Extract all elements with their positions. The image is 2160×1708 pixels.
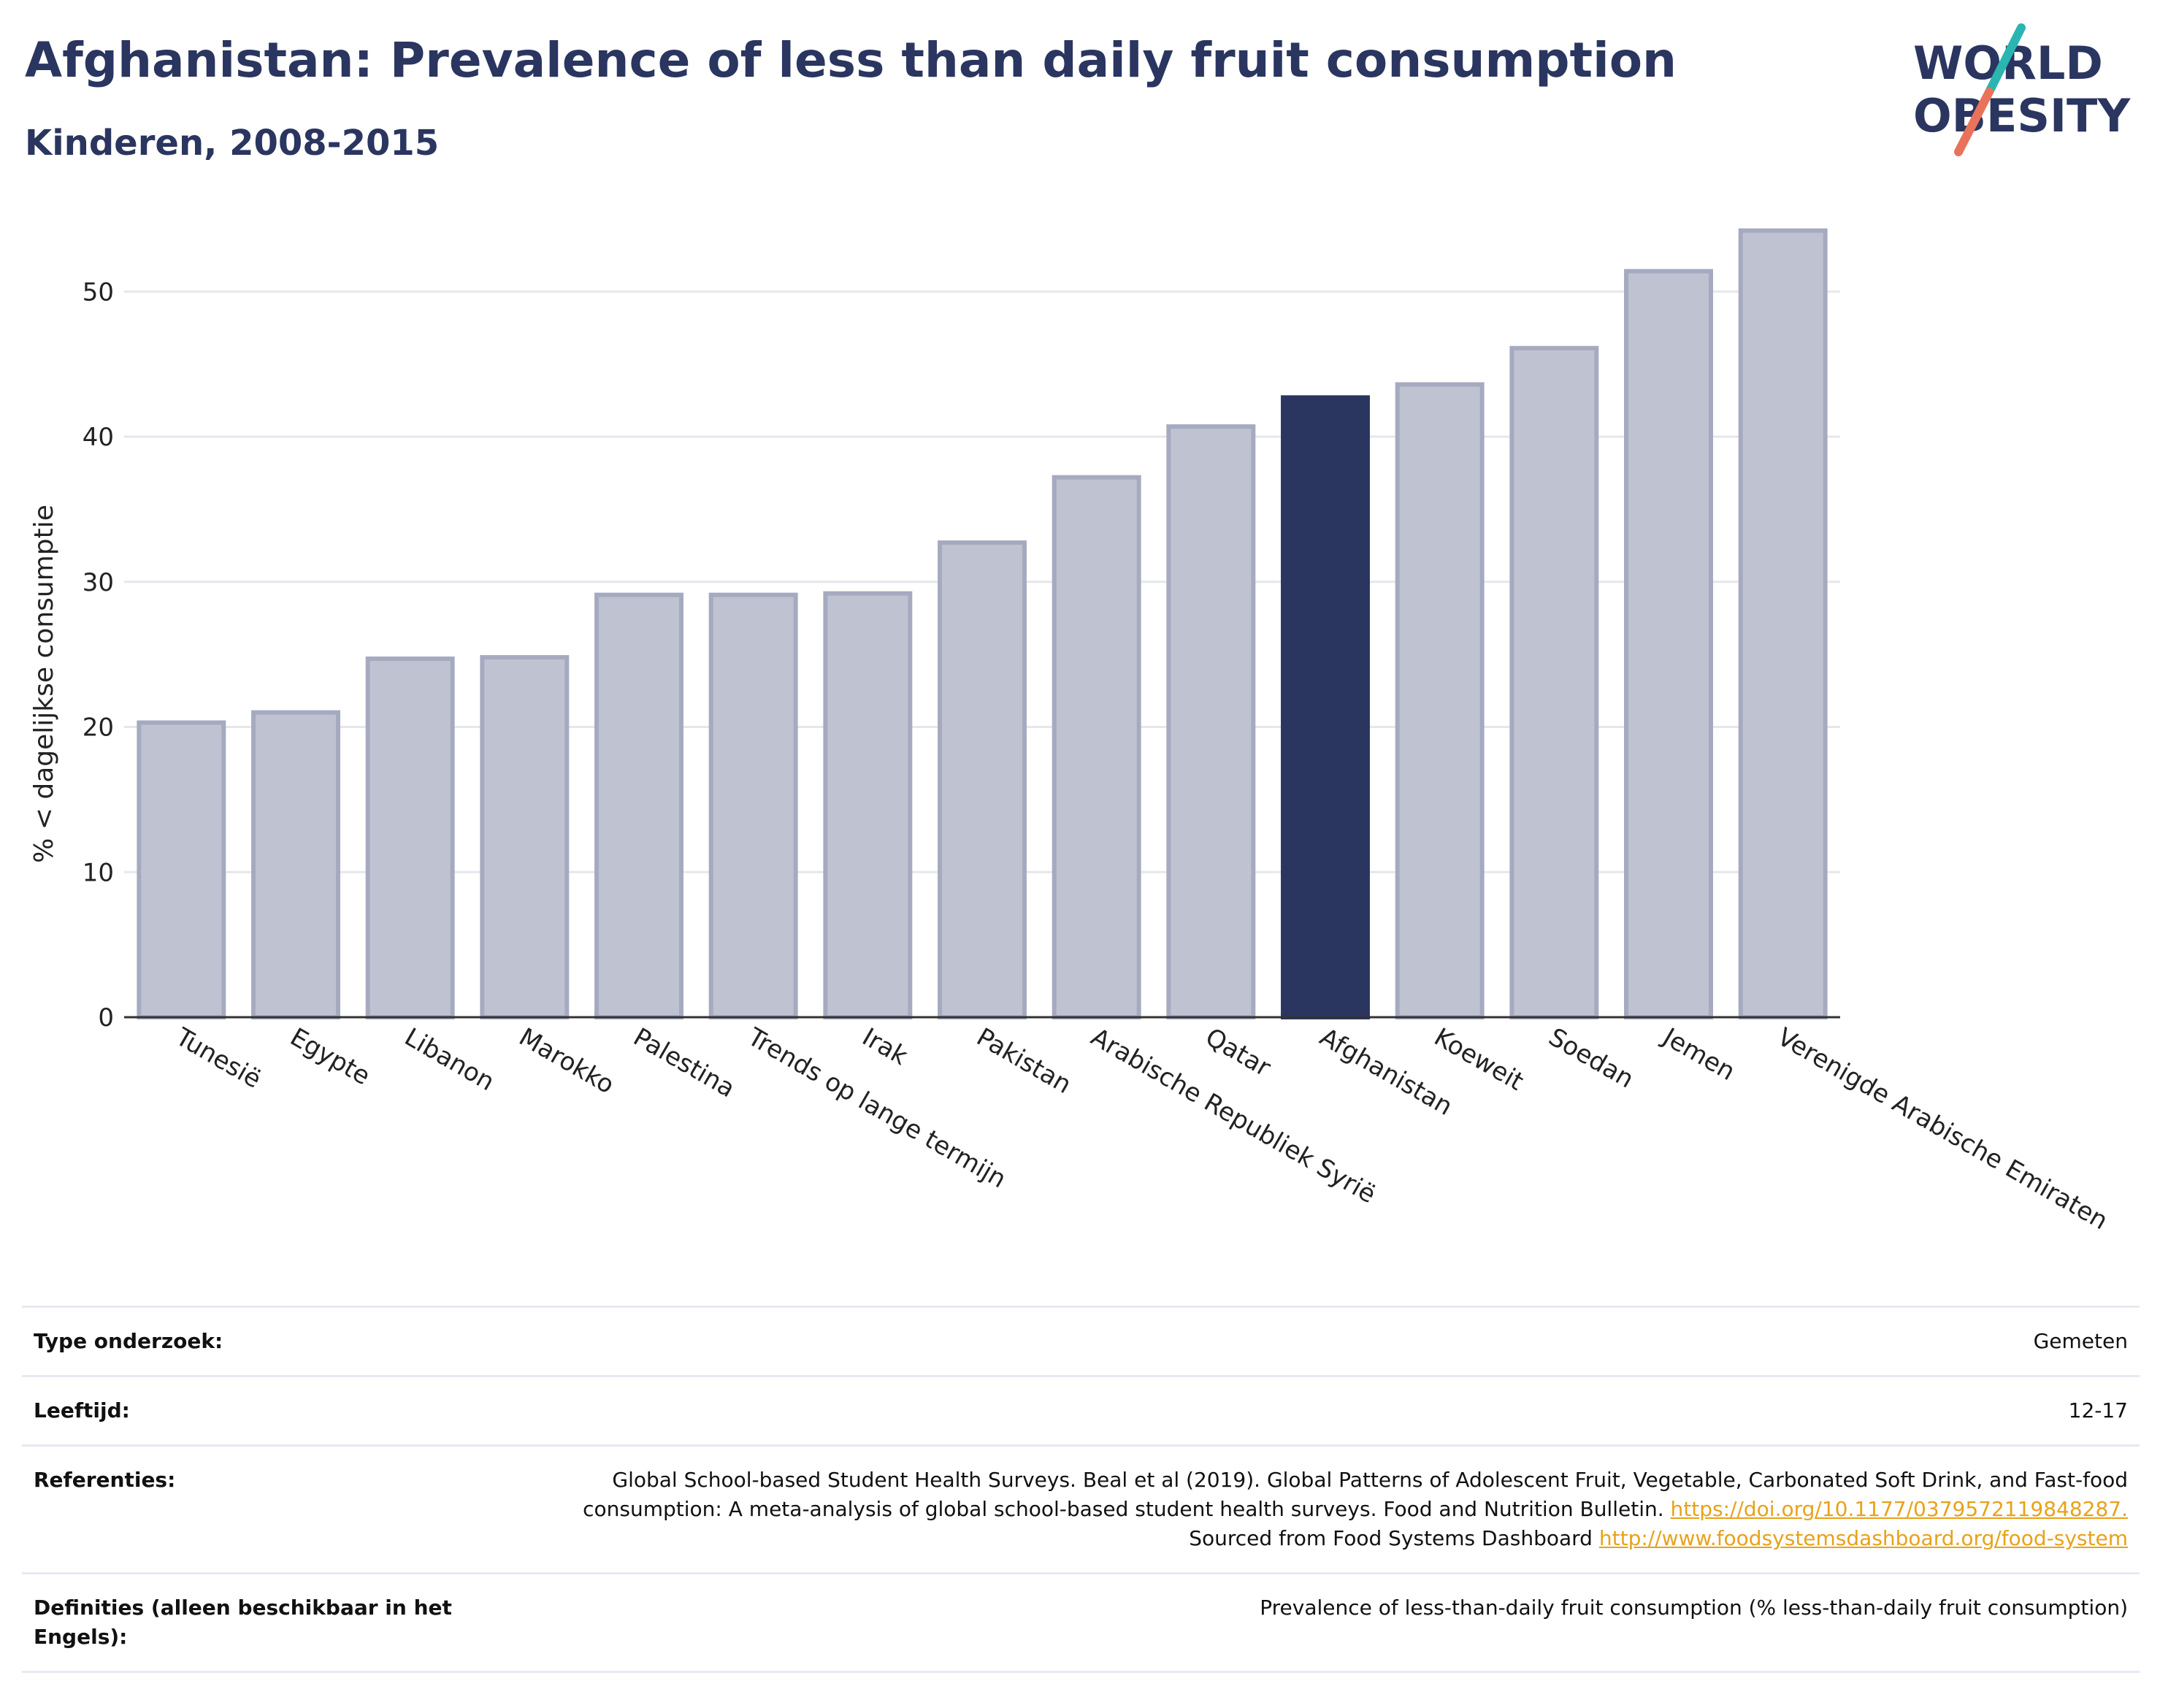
y-tick-label: 10 (83, 858, 114, 887)
bar-trends-op-lange-termijn[interactable] (708, 592, 798, 1019)
x-tick-label: Egypte (286, 1022, 375, 1091)
x-axis-ticks: Tunesië Egypte Libanon Marokko Palestina Tren… (170, 1022, 2113, 1236)
y-tick-label: 40 (83, 423, 114, 452)
logo-slash-coral (1954, 88, 1994, 156)
food-systems-link[interactable]: http://www.foodsystemsdashboard.org/food… (1598, 1526, 2128, 1550)
page-title: Afghanistan: Prevalence of less than dai… (25, 32, 1677, 88)
x-tick-label: Marokko (514, 1022, 619, 1100)
y-tick-label: 0 (98, 1003, 114, 1033)
bar-egypte[interactable] (251, 710, 340, 1019)
world-obesity-logo: WORLD OBESITY (1913, 23, 2131, 156)
y-tick-label: 30 (83, 568, 114, 597)
metadata-table: Type onderzoek: Gemeten Leeftijd: 12-17 … (22, 1306, 2140, 1673)
bar-palestina[interactable] (594, 592, 683, 1019)
x-tick-label: Verenigde Arabische Emiraten (1772, 1022, 2113, 1236)
reference-source-text: Sourced from Food Systems Dashboard (1189, 1526, 1593, 1550)
bar-verenigde-arabische-emiraten[interactable] (1738, 228, 1828, 1019)
bar-koeweit[interactable] (1395, 382, 1485, 1019)
logo-line2: OBESITY (1913, 89, 2131, 142)
bar-arabische-republiek-syri-[interactable] (1052, 475, 1141, 1019)
doi-link[interactable]: https://doi.org/10.1177/0379572119848287… (1670, 1497, 2128, 1521)
meta-row-definitions: Definities (alleen beschikbaar in het En… (22, 1572, 2140, 1673)
bar-irak[interactable] (823, 591, 913, 1019)
y-axis-label: % < dagelijkse consumptie (29, 505, 59, 863)
bar-tunesi-[interactable] (137, 720, 226, 1019)
meta-key: Leeftijd: (34, 1398, 130, 1422)
meta-key: Type onderzoek: (34, 1329, 223, 1353)
bar-marokko[interactable] (480, 655, 570, 1019)
reference-text: Global School-based Student Health Surve… (583, 1468, 2128, 1521)
meta-row-references: Referenties: Global School-based Student… (22, 1444, 2140, 1572)
bar-afghanistan[interactable] (1281, 395, 1370, 1019)
meta-value: Global School-based Student Health Surve… (536, 1466, 2128, 1553)
x-tick-label: Qatar (1200, 1022, 1276, 1083)
x-tick-label: Palestina (629, 1022, 740, 1103)
bar-jemen[interactable] (1624, 269, 1713, 1019)
meta-row-type: Type onderzoek: Gemeten (22, 1306, 2140, 1375)
meta-key: Referenties: (34, 1468, 176, 1492)
page-subtitle: Kinderen, 2008-2015 (25, 123, 440, 164)
y-tick-label: 20 (83, 713, 114, 743)
x-tick-label: Tunesië (170, 1022, 266, 1095)
logo-slash-teal (1985, 23, 2026, 96)
meta-row-age: Leeftijd: 12-17 (22, 1375, 2140, 1444)
meta-key: Definities (alleen beschikbaar in het En… (34, 1596, 452, 1649)
meta-value: Gemeten (2033, 1329, 2128, 1353)
x-tick-label: Irak (857, 1022, 913, 1071)
meta-value: 12-17 (2068, 1398, 2128, 1422)
x-tick-label: Soedan (1544, 1022, 1639, 1094)
bars (137, 228, 1828, 1020)
y-tick-label: 50 (83, 277, 114, 307)
x-tick-label: Libanon (399, 1022, 499, 1097)
meta-value: Prevalence of less-than-daily fruit cons… (1260, 1596, 2128, 1620)
x-tick-label: Koeweit (1429, 1022, 1528, 1097)
x-tick-label: Jemen (1657, 1022, 1740, 1087)
bar-pakistan[interactable] (938, 540, 1027, 1019)
y-axis-ticks: 0 10 20 30 40 50 (83, 277, 114, 1033)
bar-qatar[interactable] (1166, 424, 1256, 1019)
x-tick-label: Pakistan (972, 1022, 1076, 1100)
bar-soedan[interactable] (1509, 345, 1599, 1019)
bar-libanon[interactable] (365, 656, 455, 1020)
